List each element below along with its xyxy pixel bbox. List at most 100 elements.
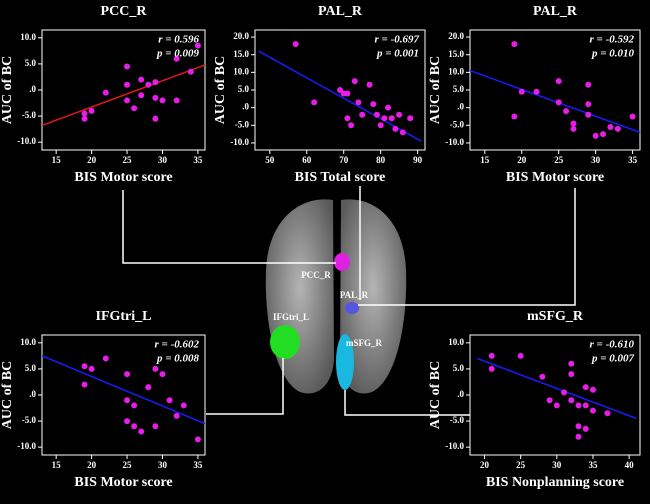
x-tick-label: 15 — [52, 460, 62, 470]
chart-title: IFGtri_L — [96, 309, 152, 324]
annotation: r = 0.596 — [158, 34, 199, 46]
y-tick-label: 20.0 — [448, 31, 464, 41]
point — [348, 122, 355, 129]
point — [582, 384, 589, 391]
y-tick-label: 5.0 — [238, 84, 250, 94]
point — [563, 108, 570, 115]
point — [152, 365, 159, 372]
point — [180, 402, 187, 409]
y-tick-label: 10.0 — [20, 32, 36, 42]
y-tick-label: .0 — [457, 389, 464, 399]
annotation: r = -0.697 — [375, 34, 420, 46]
x-tick-label: 90 — [413, 155, 423, 165]
y-tick-label: .0 — [29, 84, 36, 94]
y-tick-label: .0 — [29, 389, 36, 399]
brain-label: IFGtri_L — [273, 312, 309, 322]
point — [166, 397, 173, 404]
y-tick-label: -5.0 — [22, 110, 37, 120]
point — [570, 125, 577, 132]
point — [344, 115, 351, 122]
annotation: p = 0.007 — [591, 353, 635, 365]
point — [159, 97, 166, 104]
trend-line — [41, 355, 206, 425]
point — [407, 115, 414, 122]
point — [539, 373, 546, 380]
x-axis-label: BIS Total score — [295, 170, 386, 185]
point — [555, 99, 562, 106]
y-tick-label: 15.0 — [448, 49, 464, 59]
point — [359, 111, 366, 118]
scatter-panel: PCC_R 10.0 5.0 .0 -5.0 -10.0 15 20 25 30 35 BIS Mot… — [0, 4, 206, 185]
point — [373, 111, 380, 118]
annotation: r = -0.592 — [590, 34, 635, 46]
point — [396, 111, 403, 118]
x-tick-label: 20 — [87, 155, 97, 165]
point — [589, 407, 596, 414]
point — [159, 371, 166, 378]
point — [582, 425, 589, 432]
annotation: r = -0.602 — [155, 339, 200, 351]
annotation: p = 0.008 — [156, 353, 200, 365]
x-tick-label: 80 — [376, 155, 386, 165]
x-tick-label: 70 — [339, 155, 349, 165]
y-tick-label: 5.0 — [25, 363, 37, 373]
point — [568, 360, 575, 367]
connector — [206, 358, 284, 415]
chart-title: PAL_R — [533, 4, 578, 19]
point — [351, 78, 358, 85]
pal-region — [345, 302, 359, 314]
point — [194, 42, 201, 49]
point — [585, 101, 592, 108]
y-tick-label: -5.0 — [235, 119, 250, 129]
brain-label: mSFG_R — [346, 338, 383, 348]
y-axis-label: AUC of BC — [428, 56, 443, 124]
point — [145, 384, 152, 391]
y-tick-label: 5.0 — [25, 58, 37, 68]
point — [399, 129, 406, 136]
x-tick-label: 20 — [87, 460, 97, 470]
x-tick-label: 60 — [302, 155, 312, 165]
x-tick-label: 20 — [480, 460, 490, 470]
connector — [344, 390, 470, 416]
point — [124, 81, 131, 88]
point — [355, 99, 362, 106]
point — [344, 90, 351, 97]
point — [124, 97, 131, 104]
x-tick-label: 15 — [52, 155, 62, 165]
point — [81, 363, 88, 370]
point — [124, 418, 131, 425]
x-tick-label: 25 — [554, 155, 564, 165]
chart-title: PCC_R — [101, 4, 148, 19]
y-tick-label: -10.0 — [445, 441, 464, 451]
y-tick-label: 5.0 — [453, 363, 465, 373]
annotation: p = 0.009 — [156, 48, 200, 60]
x-tick-label: 30 — [552, 460, 562, 470]
y-tick-label: -10.0 — [230, 137, 249, 147]
point — [517, 352, 524, 359]
point — [575, 402, 582, 409]
x-axis-label: BIS Motor score — [74, 475, 172, 490]
y-axis-label: AUC of BC — [213, 56, 228, 124]
annotation: p = 0.010 — [591, 48, 635, 60]
point — [388, 115, 395, 122]
point — [592, 132, 599, 139]
x-tick-label: 15 — [480, 155, 490, 165]
point — [292, 41, 299, 48]
y-tick-label: 10.0 — [20, 337, 36, 347]
point — [381, 115, 388, 122]
point — [392, 125, 399, 132]
point — [600, 131, 607, 138]
point — [555, 78, 562, 85]
point — [152, 79, 159, 86]
right-hemisphere — [340, 199, 407, 394]
point — [488, 352, 495, 359]
point — [124, 397, 131, 404]
point — [173, 55, 180, 62]
point — [589, 386, 596, 393]
point — [102, 89, 109, 96]
point — [81, 115, 88, 122]
chart-title: mSFG_R — [527, 309, 584, 324]
point — [575, 433, 582, 440]
x-tick-label: 30 — [158, 155, 168, 165]
